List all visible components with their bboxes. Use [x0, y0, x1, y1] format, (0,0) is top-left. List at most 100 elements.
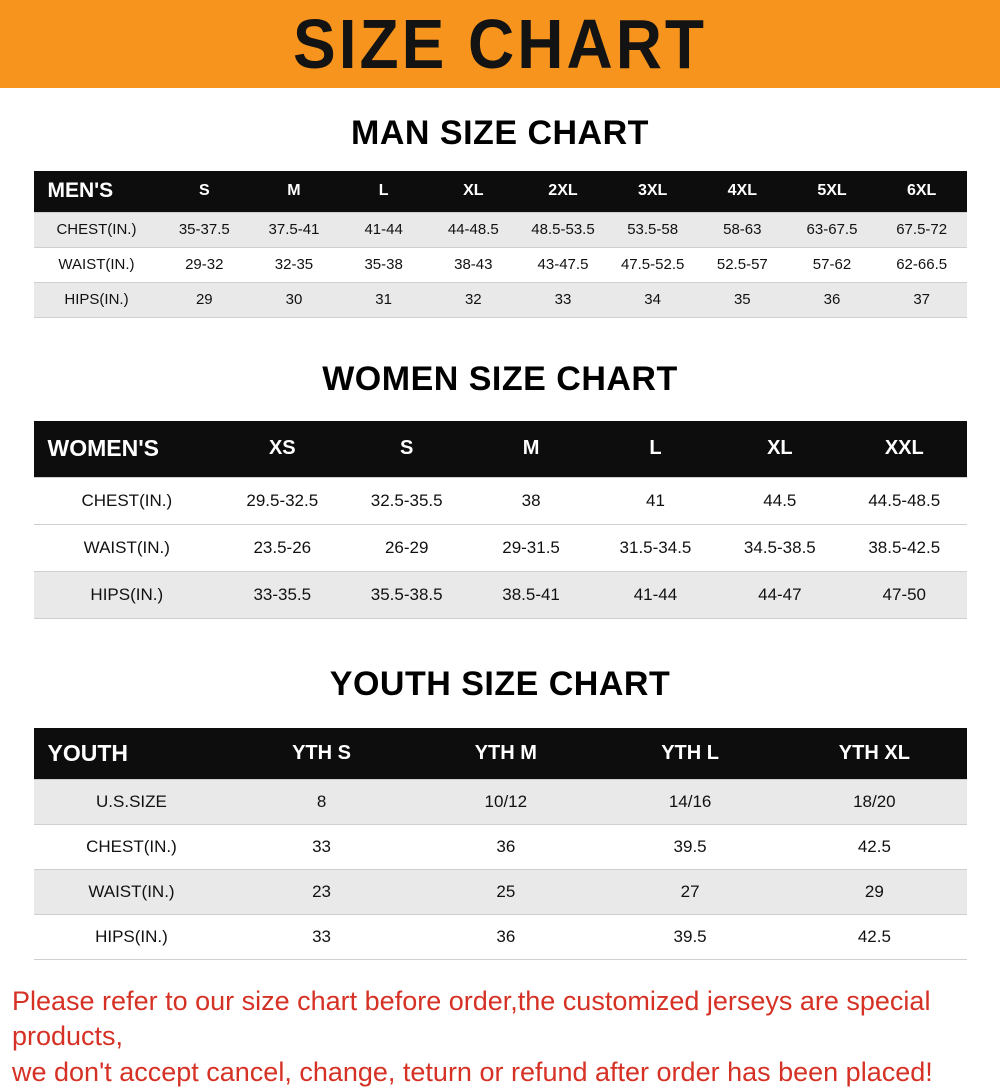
row-label: CHEST(IN.) — [34, 212, 160, 247]
cell-value: 44.5-48.5 — [842, 478, 966, 525]
size-column-header: 2XL — [518, 171, 608, 212]
cell-value: 32-35 — [249, 247, 339, 282]
cell-value: 38.5-41 — [469, 572, 593, 619]
cell-value: 33 — [229, 914, 413, 959]
cell-value: 26-29 — [344, 525, 468, 572]
row-label: WAIST(IN.) — [34, 869, 230, 914]
women-size-chart-heading: WOMEN SIZE CHART — [0, 360, 1000, 399]
cell-value: 52.5-57 — [697, 247, 787, 282]
size-column-header: M — [469, 421, 593, 478]
cell-value: 31 — [339, 282, 429, 317]
cell-value: 30 — [249, 282, 339, 317]
size-column-header: YTH S — [229, 728, 413, 779]
row-label: HIPS(IN.) — [34, 914, 230, 959]
cell-value: 36 — [414, 914, 598, 959]
row-label: U.S.SIZE — [34, 779, 230, 824]
cell-value: 58-63 — [697, 212, 787, 247]
size-column-header: YTH L — [598, 728, 782, 779]
disclaimer-line-2: we don't accept cancel, change, teturn o… — [12, 1055, 990, 1090]
size-column-header: S — [159, 171, 249, 212]
cell-value: 31.5-34.5 — [593, 525, 717, 572]
cell-value: 14/16 — [598, 779, 782, 824]
cell-value: 18/20 — [782, 779, 966, 824]
size-column-header: S — [344, 421, 468, 478]
cell-value: 37.5-41 — [249, 212, 339, 247]
cell-value: 38-43 — [428, 247, 518, 282]
cell-value: 33 — [518, 282, 608, 317]
table-title-cell: YOUTH — [34, 728, 230, 779]
cell-value: 29 — [159, 282, 249, 317]
disclaimer-line-1: Please refer to our size chart before or… — [12, 984, 990, 1055]
size-chart-banner: SIZE CHART — [0, 0, 1000, 88]
cell-value: 44-48.5 — [428, 212, 518, 247]
cell-value: 27 — [598, 869, 782, 914]
size-column-header: XL — [428, 171, 518, 212]
row-label: HIPS(IN.) — [34, 282, 160, 317]
cell-value: 25 — [414, 869, 598, 914]
size-column-header: 5XL — [787, 171, 877, 212]
cell-value: 35.5-38.5 — [344, 572, 468, 619]
cell-value: 29-31.5 — [469, 525, 593, 572]
size-column-header: XXL — [842, 421, 966, 478]
cell-value: 29 — [782, 869, 966, 914]
size-column-header: XS — [220, 421, 344, 478]
size-column-header: YTH M — [414, 728, 598, 779]
row-label: WAIST(IN.) — [34, 525, 221, 572]
cell-value: 8 — [229, 779, 413, 824]
size-column-header: M — [249, 171, 339, 212]
size-column-header: 4XL — [697, 171, 787, 212]
cell-value: 35 — [697, 282, 787, 317]
cell-value: 36 — [787, 282, 877, 317]
cell-value: 53.5-58 — [608, 212, 698, 247]
cell-value: 41-44 — [339, 212, 429, 247]
youth-size-chart-heading: YOUTH SIZE CHART — [0, 665, 1000, 704]
cell-value: 67.5-72 — [877, 212, 967, 247]
cell-value: 29-32 — [159, 247, 249, 282]
row-label: CHEST(IN.) — [34, 824, 230, 869]
row-label: HIPS(IN.) — [34, 572, 221, 619]
row-label: WAIST(IN.) — [34, 247, 160, 282]
cell-value: 62-66.5 — [877, 247, 967, 282]
cell-value: 43-47.5 — [518, 247, 608, 282]
disclaimer-note: Please refer to our size chart before or… — [12, 984, 990, 1090]
cell-value: 38.5-42.5 — [842, 525, 966, 572]
size-column-header: L — [339, 171, 429, 212]
size-column-header: 3XL — [608, 171, 698, 212]
cell-value: 37 — [877, 282, 967, 317]
cell-value: 48.5-53.5 — [518, 212, 608, 247]
cell-value: 35-37.5 — [159, 212, 249, 247]
cell-value: 36 — [414, 824, 598, 869]
cell-value: 39.5 — [598, 824, 782, 869]
cell-value: 39.5 — [598, 914, 782, 959]
cell-value: 42.5 — [782, 824, 966, 869]
cell-value: 23.5-26 — [220, 525, 344, 572]
cell-value: 33 — [229, 824, 413, 869]
cell-value: 32 — [428, 282, 518, 317]
cell-value: 29.5-32.5 — [220, 478, 344, 525]
cell-value: 42.5 — [782, 914, 966, 959]
man-size-chart-heading: MAN SIZE CHART — [0, 114, 1000, 153]
cell-value: 23 — [229, 869, 413, 914]
cell-value: 44.5 — [718, 478, 842, 525]
cell-value: 57-62 — [787, 247, 877, 282]
cell-value: 32.5-35.5 — [344, 478, 468, 525]
cell-value: 34 — [608, 282, 698, 317]
cell-value: 44-47 — [718, 572, 842, 619]
cell-value: 41-44 — [593, 572, 717, 619]
cell-value: 47.5-52.5 — [608, 247, 698, 282]
